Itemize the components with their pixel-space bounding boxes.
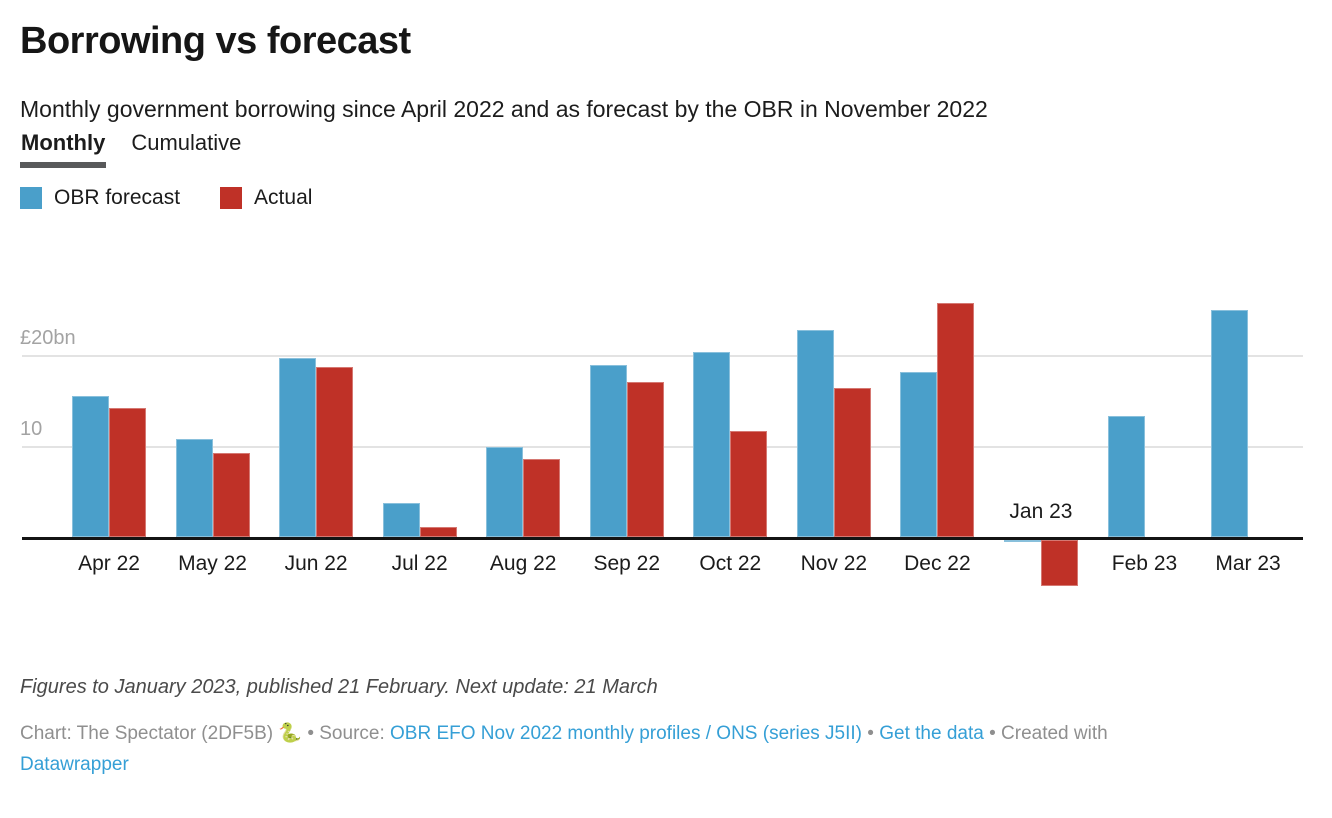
x-axis-label: Apr 22 [78, 552, 140, 575]
legend-label: Actual [254, 186, 313, 209]
legend-swatch-red [220, 187, 243, 209]
datawrapper-link[interactable]: Datawrapper [20, 754, 129, 775]
bar-actual[interactable] [419, 527, 457, 537]
tab-cumulative[interactable]: Cumulative [131, 130, 242, 155]
bar-obr-forecast[interactable] [175, 439, 213, 537]
bar-actual[interactable] [833, 387, 871, 537]
credit-text: • [983, 723, 1002, 744]
x-axis-label: Jun 22 [284, 552, 348, 575]
legend-item-obr-forecast: OBR forecast [20, 186, 180, 210]
x-axis-label: Dec 22 [904, 552, 971, 575]
view-tabs: Monthly Cumulative [20, 130, 242, 168]
source-link[interactable]: OBR EFO Nov 2022 monthly profiles / ONS … [390, 723, 863, 744]
bar-obr-forecast[interactable] [1107, 415, 1145, 537]
x-axis-label: Jul 22 [391, 552, 448, 575]
chart-description: Monthly government borrowing since April… [20, 96, 988, 122]
y-gridline [22, 355, 1303, 358]
legend-item-actual: Actual [220, 186, 312, 210]
x-axis-label: Aug 22 [489, 552, 557, 575]
bar-obr-forecast[interactable] [900, 371, 938, 537]
x-axis-label: Oct 22 [699, 552, 762, 575]
x-axis-label: Feb 23 [1111, 552, 1178, 575]
bar-actual[interactable] [730, 431, 768, 537]
bar-actual[interactable] [1040, 540, 1078, 586]
bar-obr-forecast[interactable] [1003, 540, 1041, 542]
x-axis-label: Mar 23 [1215, 552, 1281, 575]
bar-obr-forecast[interactable] [382, 502, 420, 537]
y-axis-tick-label: 10 [20, 417, 43, 440]
bar-obr-forecast[interactable] [796, 329, 834, 537]
x-axis-line [22, 537, 1303, 540]
bar-obr-forecast[interactable] [279, 358, 317, 537]
legend: OBR forecast Actual [20, 186, 312, 210]
credit-text: • [862, 723, 880, 744]
tab-monthly[interactable]: Monthly [20, 130, 107, 168]
credit-text: Chart: The Spectator (2DF5B) [20, 723, 279, 744]
get-data-link[interactable]: Get the data [879, 723, 984, 744]
legend-label: OBR forecast [54, 186, 181, 209]
bar-actual[interactable] [626, 381, 664, 537]
bar-actual[interactable] [316, 367, 354, 537]
snake-emoji: 🐍 [278, 723, 303, 744]
x-axis-label: May 22 [178, 552, 247, 575]
credit-text: Created with [1001, 723, 1108, 744]
credit-line: Chart: The Spectator (2DF5B) 🐍 • Source:… [20, 718, 1290, 780]
x-axis-label: Sep 22 [593, 552, 661, 575]
x-axis-label: Jan 23 [1009, 500, 1073, 523]
bar-actual[interactable] [523, 459, 561, 537]
bar-actual[interactable] [212, 452, 250, 537]
credit-text: • Source: [302, 723, 391, 744]
bar-obr-forecast[interactable] [693, 351, 731, 537]
y-axis-tick-label: £20bn [20, 327, 76, 350]
legend-swatch-blue [20, 187, 42, 209]
bar-obr-forecast[interactable] [1211, 310, 1249, 537]
bar-actual[interactable] [937, 302, 975, 537]
page-title: Borrowing vs forecast [20, 20, 411, 62]
bar-actual[interactable] [109, 407, 146, 537]
x-axis-label: Nov 22 [800, 552, 868, 575]
footnote: Figures to January 2023, published 21 Fe… [20, 676, 658, 698]
bar-obr-forecast[interactable] [72, 395, 109, 537]
bar-obr-forecast[interactable] [486, 446, 524, 537]
bar-obr-forecast[interactable] [589, 365, 627, 537]
